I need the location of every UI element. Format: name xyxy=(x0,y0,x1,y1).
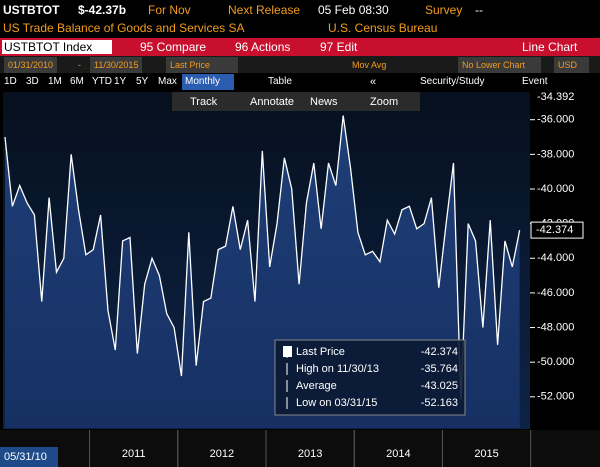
security-field[interactable] xyxy=(2,40,112,54)
period: For Nov xyxy=(148,3,191,17)
chart-tool[interactable]: Zoom xyxy=(370,96,398,108)
range-button[interactable]: 6M xyxy=(70,76,84,87)
chart-type: Line Chart xyxy=(522,40,578,54)
menu-bar xyxy=(0,38,600,56)
legend-swatch xyxy=(283,346,292,357)
x-axis-bar xyxy=(0,430,600,467)
x-start-label: 05/31/10 xyxy=(4,451,47,463)
edit-button[interactable]: 97 Edit xyxy=(320,40,358,54)
y-tick-label: -44.000 xyxy=(537,252,574,264)
legend-value: -43.025 xyxy=(421,380,458,392)
study-button[interactable]: Security/Study xyxy=(420,76,485,87)
legend-label: Average xyxy=(296,380,337,392)
description: US Trade Balance of Goods and Services S… xyxy=(3,21,245,35)
end-date[interactable]: 11/30/2015 xyxy=(90,57,143,73)
range-button[interactable]: YTD xyxy=(92,76,112,87)
currency[interactable]: USD xyxy=(554,57,590,73)
event-button[interactable]: Event xyxy=(522,76,548,87)
legend-label: High on 11/30/13 xyxy=(296,363,379,375)
next-release-label: Next Release xyxy=(228,3,301,17)
chart-toolbar xyxy=(172,92,420,111)
y-tick-label: -36.000 xyxy=(537,114,574,126)
actions-button[interactable]: 96 Actions xyxy=(235,40,291,54)
y-tick-label: -52.000 xyxy=(537,391,574,403)
next-release: 05 Feb 08:30 xyxy=(318,3,389,17)
y-tick-label: -48.000 xyxy=(537,321,574,333)
y-tick-label: -46.000 xyxy=(537,287,574,299)
ticker: USTBTOT xyxy=(3,3,60,17)
legend-label: Last Price xyxy=(296,346,345,358)
field[interactable]: Last Price xyxy=(166,57,239,73)
chart-tool[interactable]: Track xyxy=(190,96,218,108)
range-button[interactable]: 1M xyxy=(48,76,62,87)
collapse[interactable]: « xyxy=(370,76,377,88)
x-tick-label: 2015 xyxy=(474,448,498,460)
x-tick-label: 2014 xyxy=(386,448,410,460)
start-label-box xyxy=(0,447,58,467)
range-button[interactable]: 5Y xyxy=(136,76,149,87)
range-button[interactable]: 1D xyxy=(4,76,17,87)
line xyxy=(4,115,521,400)
survey: -- xyxy=(475,3,483,17)
legend-value: -42.374 xyxy=(421,346,458,358)
y-tick-label: -38.000 xyxy=(537,148,574,160)
survey-label: Survey xyxy=(425,3,463,17)
frequency[interactable]: Monthly xyxy=(182,74,235,90)
legend-value: -52.163 xyxy=(421,397,458,409)
start-date[interactable]: 01/31/2010 xyxy=(4,57,58,73)
dash: - xyxy=(78,60,81,70)
security: USTBTOT Index xyxy=(4,40,93,54)
last-flag: -42.374 xyxy=(536,224,573,236)
options-bar xyxy=(0,56,600,73)
x-tick-label: 2012 xyxy=(210,448,234,460)
range-button[interactable]: 3D xyxy=(26,76,39,87)
legend-value: -35.764 xyxy=(421,363,458,375)
mov-avg[interactable]: Mov Avg xyxy=(352,60,387,70)
compare-button[interactable]: 95 Compare xyxy=(140,40,207,54)
table-button[interactable]: Table xyxy=(268,76,292,87)
y-tick-label: -50.000 xyxy=(537,356,574,368)
legend-label: Low on 03/31/15 xyxy=(296,397,377,409)
source: U.S. Census Bureau xyxy=(328,21,438,35)
chart-tool[interactable]: News xyxy=(310,96,338,108)
y-tick-label: -40.000 xyxy=(537,183,574,195)
top-flag: -34.392 xyxy=(537,91,574,103)
x-tick-label: 2013 xyxy=(298,448,322,460)
last-flag-box xyxy=(530,221,584,239)
x-tick-label: 2011 xyxy=(122,448,146,460)
chart-tool[interactable]: Annotate xyxy=(250,96,294,108)
range-button[interactable]: Max xyxy=(158,76,177,87)
range-button[interactable]: 1Y xyxy=(114,76,127,87)
legend-box xyxy=(274,339,466,416)
price: $-42.37b xyxy=(78,3,127,17)
lower-chart[interactable]: No Lower Chart xyxy=(458,57,542,73)
